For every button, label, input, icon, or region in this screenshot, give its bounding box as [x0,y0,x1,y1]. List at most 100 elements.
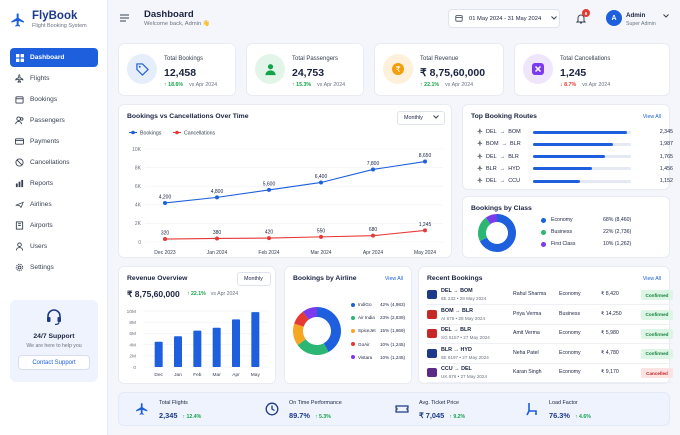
donut-slice-business[interactable] [478,217,491,242]
donut-slice-spicejet[interactable] [293,323,306,346]
data-label: 4,200 [159,194,172,200]
sidebar-item-users[interactable]: Users [10,237,98,256]
support-subtitle: We are here to help you [26,343,82,349]
donut-slice-vistara[interactable] [302,307,318,320]
booking-class: Business [559,310,581,317]
table-row[interactable]: DEL → BOM 6E 232 • 28 May 2024 Rahul Sharm… [427,285,673,305]
sidebar-item-flights[interactable]: Flights [10,69,98,88]
donut-slice-economy[interactable] [479,214,516,252]
date-range-picker[interactable]: 01 May 2024 - 31 May 2024 [448,9,560,28]
route-row[interactable]: BLR → HYD 1,456 [477,164,673,174]
avatar[interactable]: A [606,10,622,26]
data-point-cancellations[interactable] [267,236,271,241]
donut-slice-indigo[interactable] [316,307,341,353]
sidebar-item-payments[interactable]: Payments [10,132,98,151]
booking-flight: AI 676 • 28 May 2024 [441,315,486,321]
legend-dot [541,241,546,247]
revenue-bar[interactable] [174,336,182,367]
bookings-view-all-link[interactable]: View All [642,276,661,282]
status-badge: Cancelled [641,368,673,379]
kpi-label: Total Revenue [420,56,459,62]
donut-slice-goair[interactable] [294,311,310,328]
route-row[interactable]: DEL → BLR 1,765 [477,152,673,162]
users-icon [15,116,24,125]
trend-period-select[interactable]: Monthly [397,111,445,125]
data-point-cancellations[interactable] [215,236,219,241]
card-icon [15,137,24,146]
table-row[interactable]: CCU → DEL UK 876 • 27 May 2024 Karan Singh… [427,363,673,384]
y-tick-label: 6K [135,184,142,190]
table-row[interactable]: BOM → BLR AI 676 • 28 May 2024 Priya Verma… [427,305,673,325]
data-point-bookings[interactable] [371,167,375,172]
data-point-cancellations[interactable] [423,228,427,233]
revenue-bar[interactable] [154,341,163,367]
data-label: 8,650 [419,153,432,159]
x-tick-label: Mar [213,372,222,378]
footer-stat-delta: ↑ 12.4% [182,414,202,420]
sidebar-item-bookings[interactable]: Bookings [10,90,98,109]
sidebar-item-reports[interactable]: Reports [10,174,98,193]
x-tick-label: Jan 2024 [207,250,228,256]
series-line-cancellations [164,229,426,240]
table-row[interactable]: BLR → HYD 6E 6197 • 27 May 2024 Neha Patel… [427,344,673,364]
sidebar-item-settings[interactable]: Settings [10,258,98,277]
route-row[interactable]: DEL → BOM 2,345 [477,127,673,137]
revenue-bar[interactable] [193,330,202,367]
notifications-button[interactable]: 6 [575,9,590,26]
sidebar-item-label: Cancellations [30,159,70,166]
kpi-card-cancellations[interactable]: Total Cancellations 1,245 ↓ 8.7% vs Apr 2… [514,43,670,96]
chevron-down-icon[interactable] [663,13,669,20]
booking-route: DEL → BLR [441,327,472,334]
route-row[interactable]: BOM → BLR 1,987 [477,139,673,149]
airline-legend-item: SpiceJet 15% (1,869) [351,328,411,333]
y-tick-label: 8M [129,320,136,326]
contact-support-button[interactable]: Contact Support [18,355,90,370]
table-row[interactable]: DEL → BLR SG 8157 • 27 May 2024 Amit Verma… [427,324,673,345]
revenue-bar[interactable] [232,319,240,367]
legend-label: Economy [551,217,573,223]
sidebar-item-dashboard[interactable]: Dashboard [10,48,98,67]
revenue-bar[interactable] [212,327,221,367]
revenue-bar[interactable] [251,312,260,367]
route-row[interactable]: DEL → CCU 1,152 [477,176,673,186]
routes-view-all-link[interactable]: View All [642,114,661,120]
route-from: BLR [486,165,497,172]
menu-icon[interactable] [120,14,129,24]
sidebar-item-cancellations[interactable]: Cancellations [10,153,98,172]
plane-icon [477,177,483,185]
class-title: Bookings by Class [471,205,532,212]
donut-slice-first-class[interactable] [485,214,498,225]
data-point-cancellations[interactable] [371,233,375,238]
data-point-bookings[interactable] [215,195,219,200]
route-bar [533,155,631,159]
svg-text:₹: ₹ [395,65,400,74]
kpi-card-revenue[interactable]: ₹ Total Revenue ₹ 8,75,60,000 ↑ 22.1% vs … [374,43,504,96]
y-tick-label: 10K [132,147,142,153]
arrow-right-icon: → [499,153,506,160]
donut-slice-air-india[interactable] [297,338,329,355]
sidebar-item-passengers[interactable]: Passengers [10,111,98,130]
data-point-cancellations[interactable] [163,237,167,242]
route-bar-fill [533,155,605,159]
data-point-cancellations[interactable] [319,234,323,239]
data-point-bookings[interactable] [267,187,271,192]
airline-view-all-link[interactable]: View All [384,276,403,282]
data-label: 6,400 [315,174,328,180]
brand[interactable]: FlyBook Flight Booking System [10,10,87,29]
data-point-bookings[interactable] [163,200,167,205]
revenue-period-select[interactable]: Monthly [237,272,271,286]
data-point-bookings[interactable] [423,159,427,164]
data-point-bookings[interactable] [319,180,323,185]
kpi-card-bookings[interactable]: Total Bookings 12,458 ↑ 18.6% vs Apr 2024 [118,43,236,96]
kpi-card-passengers[interactable]: Total Passengers 24,753 ↑ 15.3% vs Apr 20… [246,43,364,96]
y-tick-label: 10M [127,309,136,315]
sidebar-item-label: Airlines [30,201,52,208]
user-name[interactable]: Admin [626,12,646,19]
kpi-delta: ↑ 22.1% [420,82,440,88]
arrow-right-icon: → [499,165,506,172]
sidebar-item-airports[interactable]: Airports [10,216,98,235]
kpi-label: Total Cancellations [560,56,611,62]
booking-flight: SG 8157 • 27 May 2024 [441,335,490,341]
route-bar [533,167,631,171]
sidebar-item-airlines[interactable]: Airlines [10,195,98,214]
